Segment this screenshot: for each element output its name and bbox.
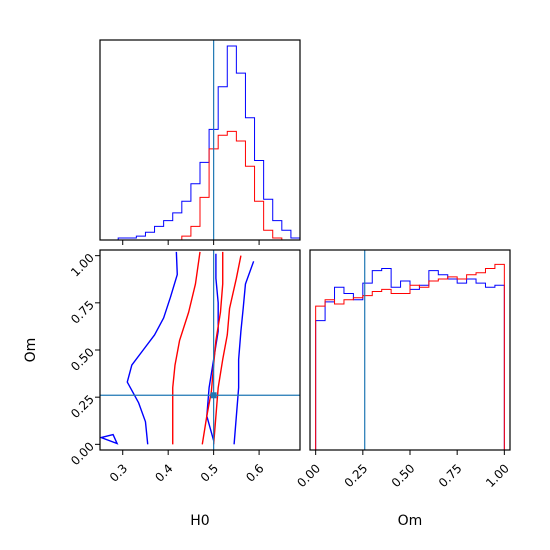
contour-series-0-outer-right-1 — [233, 261, 255, 445]
contour-xtick-label-2: 0.5 — [198, 461, 221, 484]
contour-ytick-label-1: 0.25 — [68, 392, 97, 421]
histogram-Om-series-0 — [315, 268, 505, 450]
histogram-H0-frame — [99, 39, 301, 241]
hist-Om-xtick-label-3: 0.75 — [436, 461, 465, 490]
y-axis-label-Om: Om — [23, 338, 39, 363]
histogram-H0-series-1 — [100, 130, 300, 241]
contour-series-1-outer-right-5 — [212, 255, 242, 445]
contour-ytick-label-0: 0.00 — [68, 439, 97, 468]
contour-ytick-label-3: 0.75 — [68, 298, 97, 327]
contour-ytick-label-2: 0.50 — [68, 345, 97, 374]
hist-Om-xtick-label-0: 0.00 — [294, 461, 323, 490]
contour-blob-0 — [100, 433, 119, 445]
x-axis-label-Om: Om — [398, 513, 423, 529]
histogram-panel-Om: 0.00 0.25 0.50 0.75 1.00 — [294, 249, 512, 490]
contour-frame — [99, 249, 301, 451]
histogram-Om-frame — [309, 249, 511, 451]
contour-xtick-label-1: 0.4 — [152, 461, 175, 484]
hist-Om-xtick-label-2: 0.50 — [389, 461, 418, 490]
contour-xtick-label-3: 0.6 — [243, 461, 266, 484]
contour-xtick-label-0: 0.3 — [107, 461, 130, 484]
hist-Om-xtick-label-1: 0.25 — [342, 461, 371, 490]
contour-series-0-outer-0 — [126, 251, 178, 445]
x-axis-label-H0: H0 — [190, 513, 209, 529]
contour-ytick-label-4: 1.00 — [68, 251, 97, 280]
contour-lines-group — [100, 250, 300, 450]
histogram-Om-series-1 — [315, 263, 505, 450]
contour-series-1-inner-4 — [201, 251, 224, 445]
hist-Om-xtick-label-4: 1.00 — [483, 461, 512, 490]
histogram-panel-H0 — [99, 39, 301, 245]
contour-panel-H0-Om: 0.3 0.4 0.5 0.6 0.00 0.25 0.50 0.75 1.00 — [68, 249, 301, 485]
truth-marker — [210, 392, 217, 399]
contour-series-1-outer-3 — [172, 251, 201, 445]
